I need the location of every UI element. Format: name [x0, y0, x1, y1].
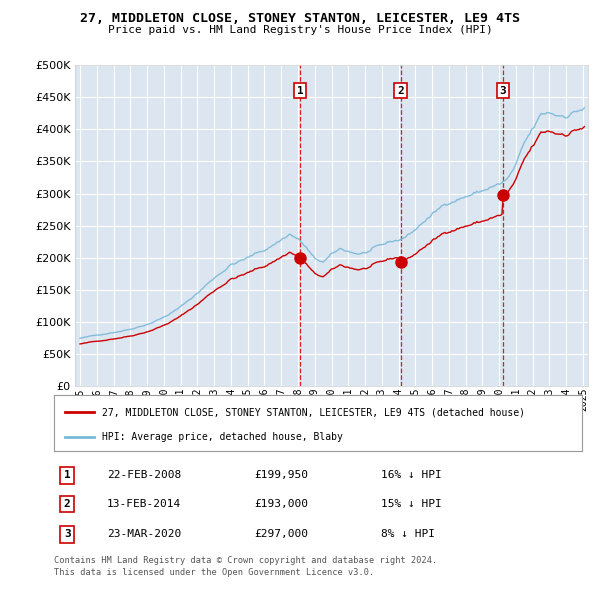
Text: This data is licensed under the Open Government Licence v3.0.: This data is licensed under the Open Gov… [54, 568, 374, 576]
Text: 8% ↓ HPI: 8% ↓ HPI [382, 529, 436, 539]
Text: 1: 1 [64, 470, 71, 480]
Text: 13-FEB-2014: 13-FEB-2014 [107, 499, 181, 509]
Text: Price paid vs. HM Land Registry's House Price Index (HPI): Price paid vs. HM Land Registry's House … [107, 25, 493, 35]
Text: 22-FEB-2008: 22-FEB-2008 [107, 470, 181, 480]
Text: £193,000: £193,000 [254, 499, 308, 509]
Text: 15% ↓ HPI: 15% ↓ HPI [382, 499, 442, 509]
Text: 2: 2 [397, 86, 404, 96]
Text: 27, MIDDLETON CLOSE, STONEY STANTON, LEICESTER, LE9 4TS (detached house): 27, MIDDLETON CLOSE, STONEY STANTON, LEI… [101, 407, 524, 417]
Text: HPI: Average price, detached house, Blaby: HPI: Average price, detached house, Blab… [101, 432, 343, 442]
Text: 3: 3 [500, 86, 506, 96]
Text: £199,950: £199,950 [254, 470, 308, 480]
Text: 23-MAR-2020: 23-MAR-2020 [107, 529, 181, 539]
Text: 16% ↓ HPI: 16% ↓ HPI [382, 470, 442, 480]
Text: 3: 3 [64, 529, 71, 539]
Text: 1: 1 [296, 86, 304, 96]
Text: 27, MIDDLETON CLOSE, STONEY STANTON, LEICESTER, LE9 4TS: 27, MIDDLETON CLOSE, STONEY STANTON, LEI… [80, 12, 520, 25]
Text: £297,000: £297,000 [254, 529, 308, 539]
Text: 2: 2 [64, 499, 71, 509]
Text: Contains HM Land Registry data © Crown copyright and database right 2024.: Contains HM Land Registry data © Crown c… [54, 556, 437, 565]
